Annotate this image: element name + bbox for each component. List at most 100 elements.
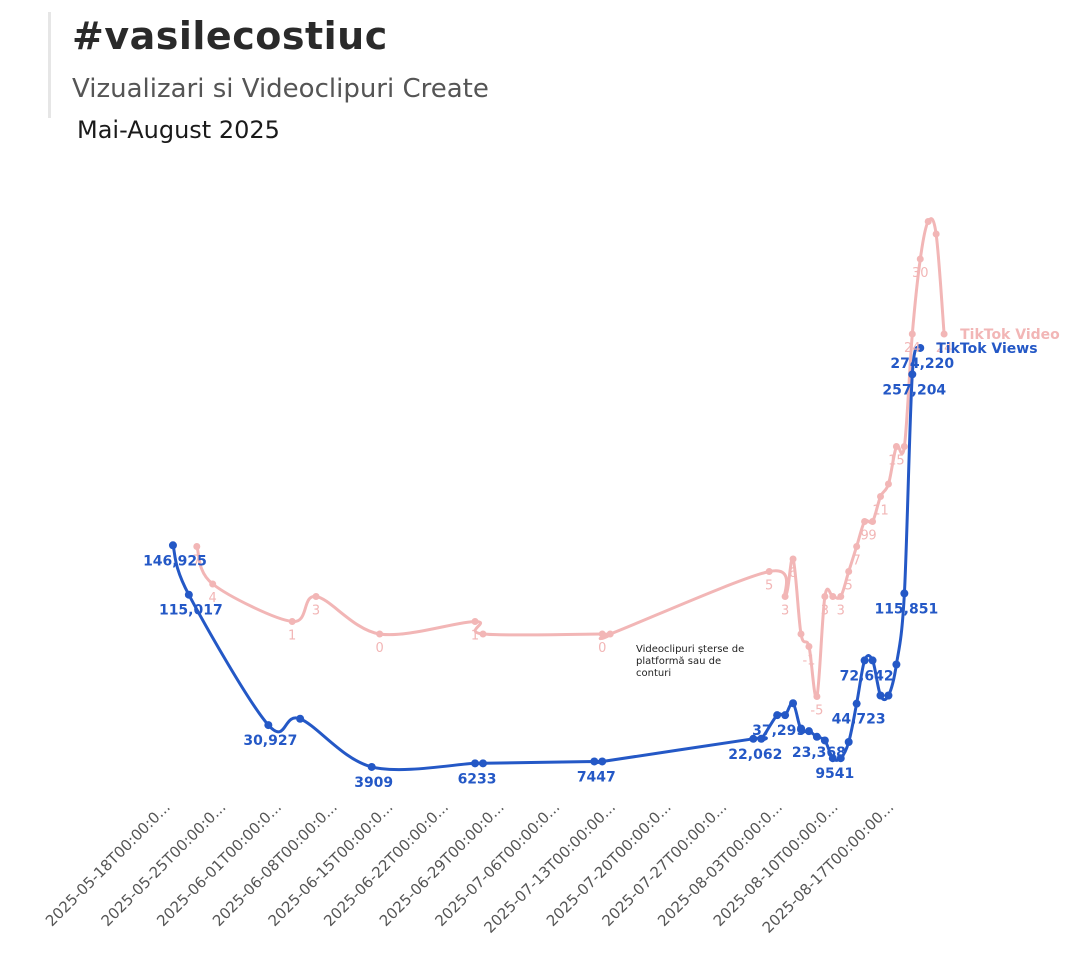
- tiktok-views-point: [781, 711, 790, 720]
- tiktok-video-data-label: 7: [193, 554, 201, 569]
- tiktok-video-point: [765, 568, 773, 575]
- tiktok-video-point: [805, 643, 813, 650]
- tiktok-views-point: [264, 721, 273, 730]
- tiktok-video-data-label: 24: [904, 341, 921, 356]
- tiktok-views-point: [168, 541, 177, 550]
- tiktok-video-point: [813, 693, 821, 700]
- tiktok-views-point: [757, 734, 766, 743]
- tiktok-video-point: [932, 230, 940, 238]
- tiktok-video-point: [789, 555, 797, 563]
- tiktok-views-point: [868, 656, 877, 665]
- tiktok-video-data-label: 7: [853, 554, 861, 569]
- tiktok-views-data-label: 7447: [577, 769, 616, 785]
- tiktok-views-point: [820, 736, 829, 745]
- tiktok-views-data-label: 23,368: [792, 745, 846, 761]
- tiktok-video-point: [312, 593, 320, 600]
- tiktok-video-data-label: 6: [789, 566, 797, 581]
- tiktok-video-point: [869, 518, 877, 525]
- period-label: Mai-August 2025: [77, 116, 280, 144]
- tiktok-views-point: [852, 699, 861, 708]
- annotation-line: Videoclipuri șterse de: [636, 644, 744, 655]
- tiktok-views-data-label: 3909: [354, 775, 393, 791]
- tiktok-views-point: [812, 732, 821, 741]
- tiktok-views-data-label: 115,851: [874, 601, 938, 617]
- tiktok-views-data-label: 274,220: [890, 356, 954, 372]
- tiktok-video-point: [916, 255, 924, 263]
- tiktok-video-data-label: 3: [821, 604, 829, 619]
- tiktok-video-data-label: 9: [868, 529, 876, 544]
- tiktok-views-data-label: 22,062: [728, 747, 782, 763]
- tiktok-views-point: [598, 757, 607, 766]
- tiktok-video-data-label: 3: [837, 604, 845, 619]
- tiktok-views-point: [836, 754, 845, 763]
- tiktok-video-point: [376, 630, 384, 638]
- tiktok-views-point: [828, 754, 837, 763]
- tiktok-video-point: [193, 543, 201, 550]
- tiktok-video-data-label: 4: [209, 591, 217, 606]
- tiktok-views-point: [804, 727, 813, 736]
- tiktok-video-point: [853, 543, 861, 550]
- tiktok-video-point: [845, 568, 853, 575]
- tiktok-video-data-label: 11: [872, 504, 889, 519]
- tiktok-video-point: [884, 480, 892, 488]
- page-title: #vasilecostiuc: [72, 14, 388, 58]
- tiktok-views-point: [860, 656, 869, 665]
- page-subtitle: Vizualizari si Videoclipuri Create: [72, 74, 489, 104]
- x-axis-ticks: 2025-05-18T00:00:0...2025-05-25T00:00:0.…: [42, 798, 897, 937]
- tiktok-video-point: [837, 593, 845, 600]
- tiktok-views-point: [884, 691, 893, 700]
- tiktok-views-point: [367, 762, 376, 771]
- tiktok-video-point: [892, 443, 900, 450]
- tiktok-views-point: [479, 759, 487, 768]
- tiktok-video-data-label: 30: [912, 266, 929, 281]
- tiktok-views-point: [471, 759, 480, 768]
- tiktok-video-point: [797, 630, 805, 638]
- tiktok-views-data-label: 37,299: [752, 723, 806, 739]
- tiktok-views-point: [590, 757, 599, 766]
- tiktok-views-line: [171, 345, 922, 772]
- tiktok-video-point: [209, 580, 217, 588]
- tiktok-views-data-label: 72,642: [840, 668, 894, 684]
- tiktok-views-data-label: 146,925: [143, 553, 207, 569]
- tiktok-video-data-label: 9: [860, 529, 868, 544]
- tiktok-video-point: [940, 330, 948, 338]
- tiktok-views-point: [773, 711, 782, 720]
- tiktok-video-point: [471, 618, 479, 625]
- tiktok-video-point: [900, 443, 908, 450]
- tiktok-video-point: [606, 630, 614, 638]
- tiktok-views-data-label: 257,204: [882, 382, 946, 398]
- tiktok-video-data-label: 1: [471, 629, 479, 644]
- tiktok-views-data-label: 6233: [458, 771, 497, 787]
- tiktok-video-data-label: 3: [312, 604, 320, 619]
- tiktok-views-point: [892, 660, 901, 669]
- tiktok-views-data-label: 9541: [815, 766, 854, 782]
- tiktok-video-data-label: 24: [936, 341, 953, 356]
- tiktok-video-point: [781, 593, 789, 600]
- tiktok-video-data-label: 3: [781, 604, 789, 619]
- tiktok-video-point: [479, 630, 487, 638]
- annotation-line: platformă sau de: [636, 656, 721, 667]
- annotation-line: conturi: [636, 668, 671, 679]
- tiktok-views-point: [749, 734, 758, 743]
- tiktok-views-point: [908, 370, 917, 379]
- tiktok-video-point: [877, 493, 884, 500]
- tiktok-views-point: [789, 699, 798, 708]
- tiktok-video-data-label: 1: [288, 629, 296, 644]
- tiktok-video-data-label: 5: [845, 579, 853, 594]
- tiktok-views-point: [184, 590, 193, 599]
- tiktok-views-data-label: 30,927: [243, 733, 297, 749]
- tiktok-video-line: [195, 217, 946, 699]
- legend-tiktok-views: TikTok Views: [936, 341, 1037, 357]
- tiktok-video-data-label: 15: [888, 454, 905, 469]
- tiktok-video-point: [829, 593, 837, 600]
- tiktok-views-point: [296, 714, 305, 723]
- tiktok-video-point: [821, 593, 829, 600]
- tiktok-video-data-label: -1: [802, 654, 815, 669]
- tiktok-video-series: [193, 217, 948, 700]
- tiktok-views-point: [900, 589, 909, 598]
- tiktok-video-point: [598, 630, 606, 638]
- tiktok-video-data-label: 0: [598, 641, 606, 656]
